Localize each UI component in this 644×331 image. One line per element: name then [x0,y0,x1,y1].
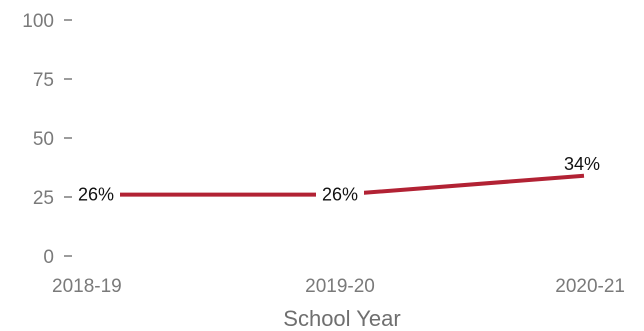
x-axis: 2018-19 2019-20 2020-21 [52,276,625,297]
x-axis-title: School Year [283,306,400,331]
x-tick-label-2018-19: 2018-19 [52,276,122,297]
x-tick-label-2020-21: 2020-21 [555,276,625,297]
y-axis: 0 25 50 75 100 [22,11,72,268]
data-label-2018-19: 26% [78,185,114,205]
y-tick-label-100: 100 [22,11,54,32]
data-label-2019-20: 26% [322,185,358,205]
data-label-bg [72,183,120,206]
y-tick-label-0: 0 [43,247,54,268]
x-tick-label-2019-20: 2019-20 [305,276,375,297]
y-tick-label-25: 25 [33,188,54,209]
y-tick-label-50: 50 [33,129,54,150]
y-tick-label-75: 75 [33,70,54,91]
series-layer: 26% 26% 34% [72,154,600,206]
data-label-bg [316,183,364,206]
data-label-2020-21: 34% [564,154,600,174]
